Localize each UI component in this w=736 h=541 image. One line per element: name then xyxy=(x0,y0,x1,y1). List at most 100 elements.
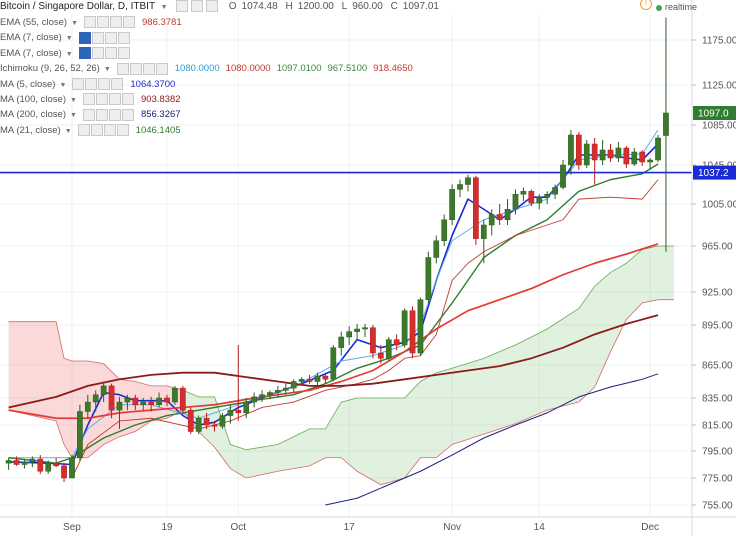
indicator-row[interactable]: MA (21, close) ▼ 1046.1405 xyxy=(0,124,181,138)
settings-toggle-icon[interactable] xyxy=(129,62,142,75)
visibility-toggle-icon[interactable] xyxy=(72,78,85,91)
visibility-toggle-icon[interactable] xyxy=(77,124,90,137)
settings-toggle-icon[interactable] xyxy=(91,47,104,60)
candle-body xyxy=(457,184,463,190)
indicator-row[interactable]: MA (5, close) ▼ 1064.3700 xyxy=(0,78,175,92)
chevron-down-icon[interactable]: ▼ xyxy=(71,20,78,27)
plus-icon[interactable] xyxy=(104,31,117,44)
plus-icon[interactable] xyxy=(103,124,116,137)
visibility-toggle-icon[interactable] xyxy=(78,47,91,60)
candle-body xyxy=(140,401,147,405)
candle-body xyxy=(488,214,495,226)
chevron-down-icon[interactable]: ▼ xyxy=(65,50,73,58)
candle-body xyxy=(187,409,194,432)
indicator-name[interactable]: MA (200, close) xyxy=(0,109,66,121)
indicator-name[interactable]: MA (21, close) xyxy=(0,124,61,136)
close-icon[interactable] xyxy=(117,47,130,60)
chevron-down-icon[interactable]: ▼ xyxy=(160,4,168,11)
indicator-row[interactable]: EMA (7, close) ▼ xyxy=(0,31,131,45)
indicator-row[interactable]: EMA (55, close) ▼ 986.3781 xyxy=(0,16,182,30)
candle-body xyxy=(92,394,99,403)
indicator-name[interactable]: EMA (7, close) xyxy=(0,32,62,44)
indicator-value: 903.8382 xyxy=(140,94,181,105)
indicator-name[interactable]: EMA (55, close) xyxy=(0,17,68,28)
candle-body xyxy=(227,409,234,416)
candle-body xyxy=(53,462,59,467)
candle-body xyxy=(235,409,242,414)
close-icon[interactable] xyxy=(117,31,130,44)
indicator-name[interactable]: Ichimoku (9, 26, 52, 26) xyxy=(0,63,100,75)
candle-body xyxy=(528,191,535,204)
close-icon[interactable] xyxy=(111,78,124,91)
indicator-row[interactable]: MA (200, close) ▼ 856.3267 xyxy=(0,108,181,122)
visibility-toggle-icon[interactable] xyxy=(82,108,95,121)
y-tick-label: 895.00 xyxy=(702,321,733,332)
settings-toggle-icon[interactable] xyxy=(97,16,109,29)
candle-body xyxy=(512,194,519,210)
candle-body xyxy=(385,339,392,359)
settings-toggle-icon[interactable] xyxy=(191,0,204,13)
visibility-toggle-icon[interactable] xyxy=(116,62,129,75)
candle-body xyxy=(219,415,226,427)
indicator-value: 918.4650 xyxy=(373,63,413,75)
visibility-toggle-icon[interactable] xyxy=(78,31,91,44)
visibility-toggle-icon[interactable] xyxy=(176,0,189,13)
candle-body xyxy=(108,385,115,411)
close-icon[interactable] xyxy=(123,16,135,29)
candle-body xyxy=(69,457,75,479)
chevron-down-icon[interactable]: ▼ xyxy=(64,127,72,135)
candle-body xyxy=(409,310,416,354)
settings-toggle-icon[interactable] xyxy=(95,93,108,106)
plus-icon[interactable] xyxy=(142,62,155,75)
ohlc-low-value: 960.00 xyxy=(352,1,383,12)
candle-body xyxy=(156,397,162,405)
settings-toggle-icon[interactable] xyxy=(91,31,104,44)
indicator-row[interactable]: EMA (7, close) ▼ xyxy=(0,47,131,61)
candle-body xyxy=(243,401,250,414)
indicator-value: 1080.0000 xyxy=(174,63,220,75)
candle-body xyxy=(599,149,606,161)
plus-icon[interactable] xyxy=(104,47,117,60)
y-tick-label: 815.00 xyxy=(702,421,733,432)
candle-body xyxy=(164,397,170,403)
chevron-down-icon[interactable]: ▼ xyxy=(65,35,73,43)
settings-toggle-icon[interactable] xyxy=(95,108,108,121)
plus-icon[interactable] xyxy=(108,108,121,121)
indicator-name[interactable]: EMA (7, close) xyxy=(0,47,62,59)
visibility-toggle-icon[interactable] xyxy=(82,93,95,106)
candle-body xyxy=(100,385,107,395)
candle-body xyxy=(647,159,653,163)
indicator-name[interactable]: MA (100, close) xyxy=(0,94,66,105)
indicator-name[interactable]: MA (5, close) xyxy=(0,78,56,90)
plus-icon[interactable] xyxy=(108,93,121,106)
y-tick-label: 775.00 xyxy=(702,474,733,485)
candle-body xyxy=(314,375,321,382)
chevron-down-icon[interactable]: ▼ xyxy=(70,97,77,104)
symbol-title[interactable]: Bitcoin / Singapore Dollar, D, ITBIT xyxy=(0,1,155,12)
indicator-row[interactable]: Ichimoku (9, 26, 52, 26) ▼ 1080.0000 1080.0… xyxy=(0,62,413,76)
realtime-indicator: realtime xyxy=(656,0,697,14)
candle-body xyxy=(370,327,376,354)
chevron-down-icon[interactable]: ▼ xyxy=(70,112,77,120)
close-icon[interactable] xyxy=(121,108,134,121)
chevron-down-icon[interactable]: ▼ xyxy=(59,81,67,89)
plus-icon[interactable] xyxy=(98,78,111,91)
visibility-toggle-icon[interactable] xyxy=(84,16,96,29)
plus-icon[interactable] xyxy=(205,0,218,13)
close-icon[interactable] xyxy=(121,93,134,106)
chevron-down-icon[interactable]: ▼ xyxy=(103,66,111,74)
ma100-line xyxy=(8,243,659,420)
close-icon[interactable] xyxy=(155,62,168,75)
alert-clock-icon[interactable]: ! xyxy=(640,0,652,10)
settings-toggle-icon[interactable] xyxy=(85,78,98,91)
ma200-line xyxy=(8,314,659,409)
plus-icon[interactable] xyxy=(110,16,122,29)
settings-toggle-icon[interactable] xyxy=(90,124,103,137)
close-icon[interactable] xyxy=(116,124,129,137)
indicator-row[interactable]: MA (100, close) ▼ 903.8382 xyxy=(0,93,181,107)
x-tick-label: 19 xyxy=(161,522,173,533)
status-dot-icon xyxy=(656,4,662,11)
y-tick-label: 795.00 xyxy=(702,447,733,458)
